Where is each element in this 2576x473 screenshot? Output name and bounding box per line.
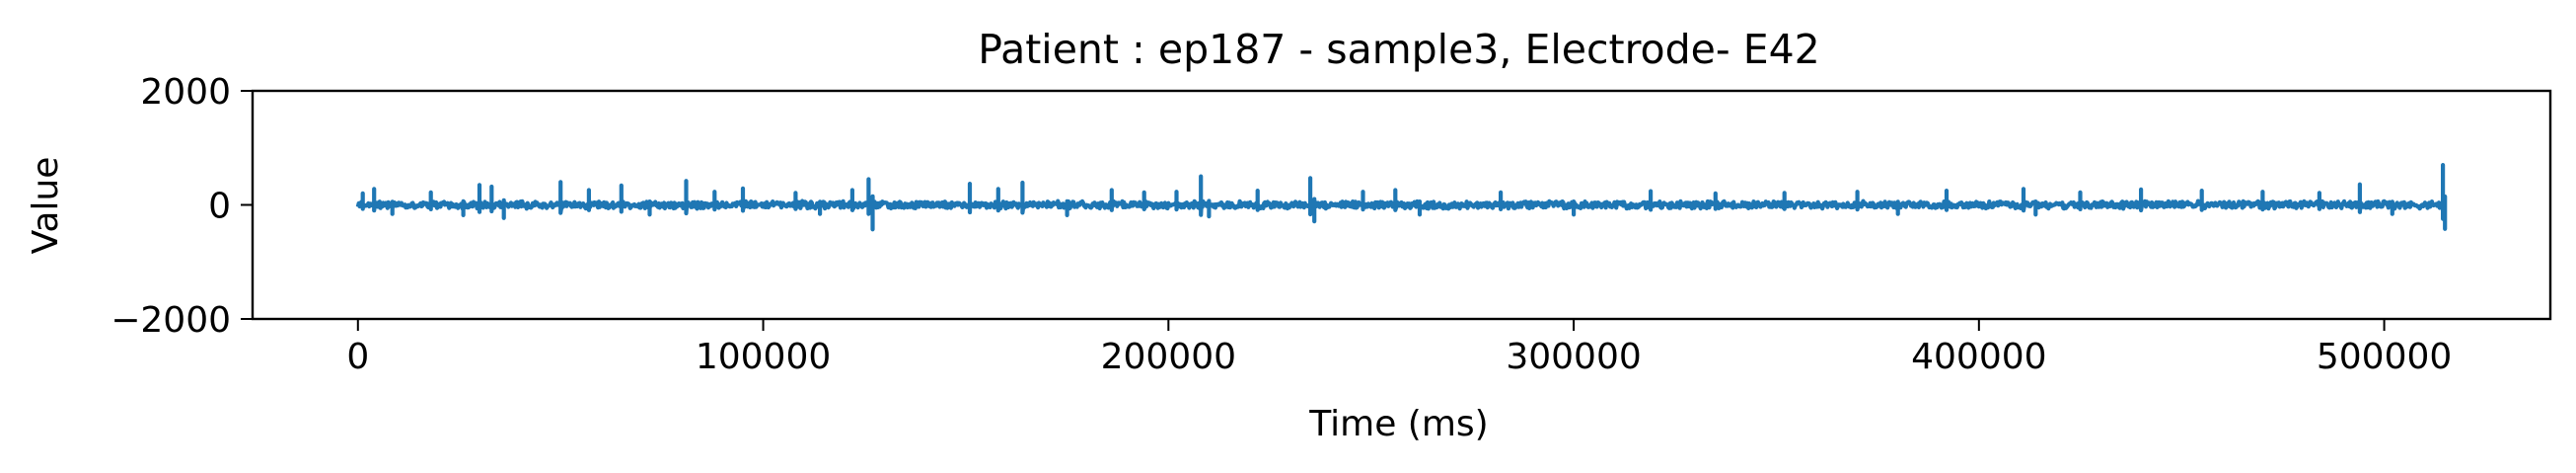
x-tick-label: 300000: [1506, 337, 1641, 377]
chart-title: Patient : ep187 - sample3, Electrode- E4…: [978, 26, 1820, 73]
series-line: [355, 163, 2448, 232]
x-tick-label: 0: [346, 337, 369, 377]
x-tick-label: 100000: [696, 337, 831, 377]
series-layer: [355, 163, 2448, 232]
x-tick-label: 400000: [1911, 337, 2046, 377]
x-axis-label: Time (ms): [1308, 404, 1488, 444]
y-tick-label: −2000: [110, 300, 231, 341]
y-tick-label: 0: [208, 187, 231, 227]
y-axis-label: Value: [26, 157, 66, 255]
y-axis-ticks: −2000 0 2000: [110, 72, 253, 341]
x-tick-label: 500000: [2317, 337, 2452, 377]
x-tick-label: 200000: [1101, 337, 1236, 377]
y-tick-label: 2000: [140, 72, 231, 113]
x-axis-ticks: 0 100000 200000 300000 400000 500000: [346, 319, 2452, 377]
